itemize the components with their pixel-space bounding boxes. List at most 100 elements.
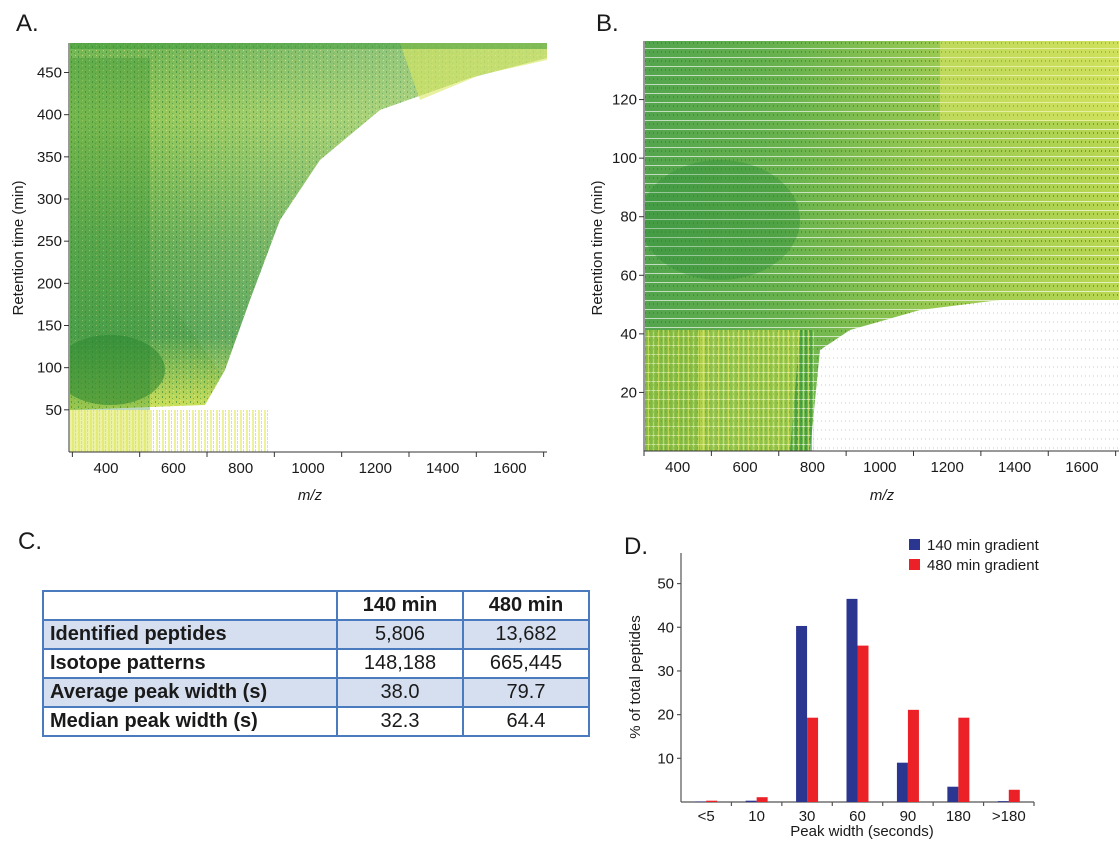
bar-chart-d-y-tick-label: 50 (657, 576, 674, 593)
bar-140-min (947, 786, 959, 802)
table-cell-140: 148,188 (336, 648, 464, 679)
heatmap-a: 50 100 150 200 250 300 350 400 450 400 600 800 1000… (10, 43, 547, 504)
table-row-label: Isotope patterns (42, 648, 338, 679)
bar-140-min (695, 801, 707, 803)
bar-chart-d-x-tick-label: >180 (992, 808, 1026, 825)
bar-480-min (907, 709, 919, 802)
heatmap-a-x-tick-label: 600 (161, 460, 186, 477)
table-header-row: 140 min 480 min (42, 590, 590, 621)
heatmap-a-x-tick-label: 1000 (291, 460, 324, 477)
heatmap-a-y-tick-label: 400 (37, 107, 62, 124)
legend-swatch (909, 559, 920, 570)
table-row: Average peak width (s) 38.0 79.7 (42, 677, 590, 708)
table-cell-480: 79.7 (462, 677, 590, 708)
heatmap-b-x-axis-title: m/z (870, 487, 895, 504)
table-cell-480: 13,682 (462, 619, 590, 650)
bar-140-min (846, 598, 858, 802)
bar-480-min (857, 645, 869, 802)
heatmap-a-y-axis-title: Retention time (min) (10, 180, 27, 315)
table-header-blank (42, 590, 338, 621)
table-header-480: 480 min (462, 590, 590, 621)
bar-chart-d-x-tick-label: 30 (799, 808, 816, 825)
table-row-label: Median peak width (s) (42, 706, 338, 737)
bar-chart-d-x-axis: <5 10 30 60 90 180 >180 (698, 802, 1035, 825)
heatmap-a-x-tick-label: 800 (228, 460, 253, 477)
heatmap-a-y-tick-label: 250 (37, 233, 62, 250)
bar-480-min (958, 717, 970, 802)
table-row-label: Identified peptides (42, 619, 338, 650)
bar-480-min (756, 797, 768, 802)
bar-chart-d-y-axis-title: % of total peptides (627, 615, 644, 738)
summary-table: 140 min 480 min Identified peptides 5,80… (42, 590, 590, 737)
table-row: Median peak width (s) 32.3 64.4 (42, 706, 590, 737)
heatmap-a-x-tick-label: 400 (94, 460, 119, 477)
heatmap-b-y-tick-label: 120 (612, 92, 637, 109)
heatmap-b-y-tick-label: 80 (620, 209, 637, 226)
bar-140-min (896, 762, 908, 802)
table-header-140: 140 min (336, 590, 464, 621)
panel-label-a: A. (16, 10, 39, 37)
heatmap-b-y-axis: 20 40 60 80 100 120 (612, 92, 644, 401)
heatmap-b-y-tick-label: 20 (620, 384, 637, 401)
table-cell-140: 32.3 (336, 706, 464, 737)
bar-chart-d-x-tick-label: 60 (849, 808, 866, 825)
heatmap-a-x-tick-label: 1600 (493, 460, 526, 477)
bar-chart-d-axes (680, 553, 1034, 803)
bar-chart-d-y-tick-label: 10 (657, 750, 674, 767)
heatmap-a-y-tick-label: 350 (37, 149, 62, 166)
heatmap-b-x-tick-label: 800 (800, 459, 825, 476)
table-cell-140: 5,806 (336, 619, 464, 650)
heatmap-b-plot-area (645, 41, 1119, 451)
bar-140-min (997, 801, 1009, 802)
legend-label: 140 min gradient (927, 537, 1040, 554)
panel-label-d: D. (624, 533, 648, 560)
heatmap-b-y-tick-label: 100 (612, 150, 637, 167)
bar-chart-d-x-tick-label: 90 (900, 808, 917, 825)
bar-chart-d-x-tick-label: <5 (698, 808, 715, 825)
bar-chart-d-x-axis-title: Peak width (seconds) (790, 823, 933, 840)
table-cell-480: 665,445 (462, 648, 590, 679)
bar-chart-d-y-tick-label: 20 (657, 707, 674, 724)
heatmap-a-x-axis-title: m/z (298, 487, 323, 504)
heatmap-b-x-tick-label: 600 (733, 459, 758, 476)
table-row-label: Average peak width (s) (42, 677, 338, 708)
bar-chart-d-y-tick-label: 40 (657, 619, 674, 636)
bar-140-min (745, 800, 757, 802)
heatmap-b-x-tick-label: 1200 (931, 459, 964, 476)
heatmap-b-x-tick-label: 1400 (998, 459, 1031, 476)
bar-chart-d-y-tick-label: 30 (657, 663, 674, 680)
bar-480-min (1008, 789, 1020, 802)
heatmap-b-x-tick-label: 1000 (863, 459, 896, 476)
legend-label: 480 min gradient (927, 557, 1040, 574)
bar-chart-d-x-tick-label: 10 (748, 808, 765, 825)
table-cell-140: 38.0 (336, 677, 464, 708)
bar-chart-d-y-axis: 10 20 30 40 50 (657, 576, 681, 767)
legend-swatch (909, 539, 920, 550)
bar-chart-d-bars (695, 598, 1020, 803)
heatmap-b-x-tick-label: 1600 (1065, 459, 1098, 476)
table-cell-480: 64.4 (462, 706, 590, 737)
heatmap-a-plot-area (70, 43, 547, 452)
heatmap-a-y-tick-label: 50 (45, 402, 62, 419)
table-row: Identified peptides 5,806 13,682 (42, 619, 590, 650)
bar-480-min (807, 717, 819, 802)
heatmap-a-x-tick-label: 1200 (359, 460, 392, 477)
bar-480-min (706, 800, 718, 802)
heatmap-a-y-tick-label: 450 (37, 65, 62, 82)
bar-140-min (796, 625, 808, 802)
panel-label-b: B. (596, 10, 619, 37)
heatmap-b-y-axis-title: Retention time (min) (589, 180, 606, 315)
heatmap-a-x-tick-label: 1400 (426, 460, 459, 477)
heatmap-a-y-tick-label: 300 (37, 191, 62, 208)
heatmap-b-y-tick-label: 40 (620, 326, 637, 343)
heatmap-b: 20 40 60 80 100 120 400 600 800 1000 1200 1400 1600… (589, 41, 1119, 504)
bar-chart-d-legend: 140 min gradient 480 min gradient (909, 537, 1040, 574)
heatmap-a-x-axis: 400 600 800 1000 1200 1400 1600 (71, 452, 545, 477)
heatmap-a-y-tick-label: 200 (37, 275, 62, 292)
heatmap-b-y-tick-label: 60 (620, 267, 637, 284)
heatmap-b-x-tick-label: 400 (665, 459, 690, 476)
panel-label-c: C. (18, 528, 42, 555)
bar-chart-d-x-tick-label: 180 (946, 808, 971, 825)
heatmap-a-y-tick-label: 100 (37, 360, 62, 377)
table-row: Isotope patterns 148,188 665,445 (42, 648, 590, 679)
